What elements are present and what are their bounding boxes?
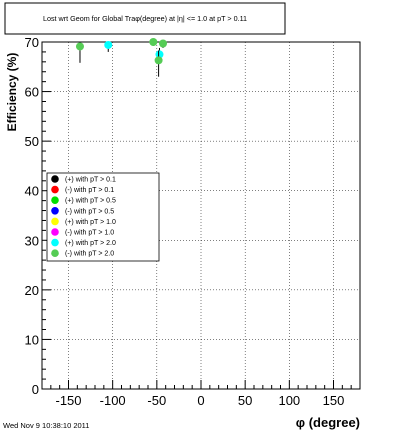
x-tick-label: 0	[197, 393, 204, 408]
legend-label: (+) with pT > 2.0	[65, 240, 116, 247]
legend-label: (+) with pT > 0.1	[65, 177, 116, 184]
legend-label: (-) with pT > 1.0	[65, 230, 114, 237]
y-tick-label: 10	[25, 332, 39, 347]
x-tick-label: 150	[323, 393, 345, 408]
y-tick-label: 70	[25, 35, 39, 50]
legend-label: (+) with pT > 0.5	[65, 198, 116, 205]
title-box	[4, 2, 286, 35]
x-tick-label: -150	[55, 393, 81, 408]
data-point	[75, 42, 84, 51]
y-tick-label: 20	[25, 283, 39, 298]
legend-label: (-) with pT > 0.1	[65, 187, 114, 194]
y-axis: 0 10 20 30 40 50 60 70	[25, 35, 51, 397]
legend-marker	[51, 196, 59, 204]
y-axis-label: Efficiency (%)	[5, 53, 19, 132]
data-point	[159, 39, 168, 48]
legend-label: (+) with pT > 1.0	[65, 219, 116, 226]
x-tick-label: -100	[100, 393, 126, 408]
legend-marker	[51, 228, 59, 236]
legend-marker	[51, 207, 59, 215]
x-tick-label: 100	[278, 393, 300, 408]
data-point	[104, 40, 113, 49]
chart-title: Lost wrt Geom for Global Traφ(degree) at…	[43, 14, 247, 23]
legend: (+) with pT > 0.1 (-) with pT > 0.1 (+) wi…	[46, 172, 160, 262]
y-tick-label: 40	[25, 184, 39, 199]
data-point	[154, 56, 163, 65]
legend-marker	[51, 175, 59, 183]
timestamp: Wed Nov 9 10:38:10 2011	[3, 421, 89, 430]
x-tick-label: 50	[238, 393, 252, 408]
data-points	[75, 38, 168, 77]
legend-marker	[51, 249, 59, 257]
data-point	[155, 50, 164, 59]
legend-label: (-) with pT > 0.5	[65, 208, 114, 215]
y-tick-label: 50	[25, 134, 39, 149]
legend-marker	[51, 238, 59, 247]
y-tick-label: 60	[25, 85, 39, 100]
x-axis-label: φ (degree)	[296, 415, 360, 430]
legend-label: (-) with pT > 2.0	[65, 251, 114, 258]
x-axis: -150 -100 -50 0 50 100 150	[41, 380, 361, 408]
x-tick-label: -50	[147, 393, 166, 408]
data-point	[149, 38, 158, 46]
y-tick-label: 30	[25, 233, 39, 248]
y-tick-label: 0	[32, 382, 39, 397]
legend-marker	[51, 217, 59, 226]
legend-box	[46, 172, 160, 262]
legend-marker	[51, 185, 59, 194]
